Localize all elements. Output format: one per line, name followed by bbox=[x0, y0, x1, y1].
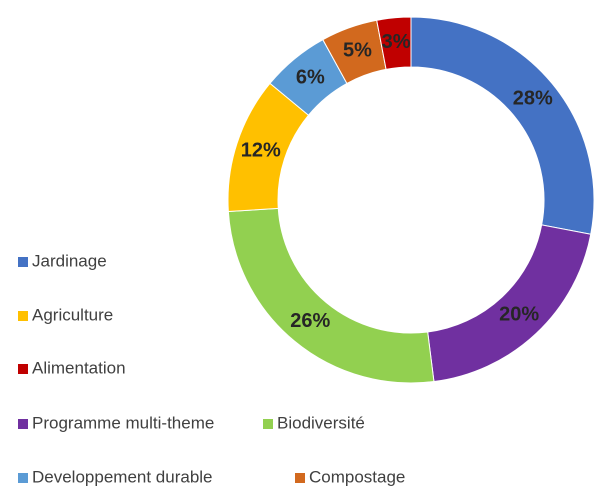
legend-label: Jardinage bbox=[32, 251, 107, 270]
legend-label: Alimentation bbox=[32, 358, 126, 377]
data-label: 28% bbox=[513, 88, 553, 110]
legend-label: Agriculture bbox=[32, 305, 113, 324]
data-label: 20% bbox=[499, 303, 539, 325]
legend-swatch bbox=[295, 473, 305, 483]
data-label: 6% bbox=[296, 67, 325, 89]
donut-slice bbox=[227, 207, 435, 384]
data-label: 26% bbox=[290, 310, 330, 332]
legend-label: Compostage bbox=[309, 467, 405, 486]
donut-slice bbox=[376, 16, 412, 70]
legend-label: Developpement durable bbox=[32, 467, 213, 486]
legend-swatch bbox=[18, 473, 28, 483]
legend-swatch bbox=[18, 257, 28, 267]
legend-label: Programme multi-theme bbox=[32, 413, 214, 432]
legend-swatch bbox=[263, 419, 273, 429]
legend-swatch bbox=[18, 419, 28, 429]
legend-label: Biodiversité bbox=[277, 413, 365, 432]
data-label: 3% bbox=[382, 31, 411, 53]
data-label: 5% bbox=[343, 40, 372, 62]
legend-swatch bbox=[18, 364, 28, 374]
data-label: 12% bbox=[241, 139, 281, 161]
donut-slice bbox=[410, 16, 595, 235]
legend-swatch bbox=[18, 311, 28, 321]
